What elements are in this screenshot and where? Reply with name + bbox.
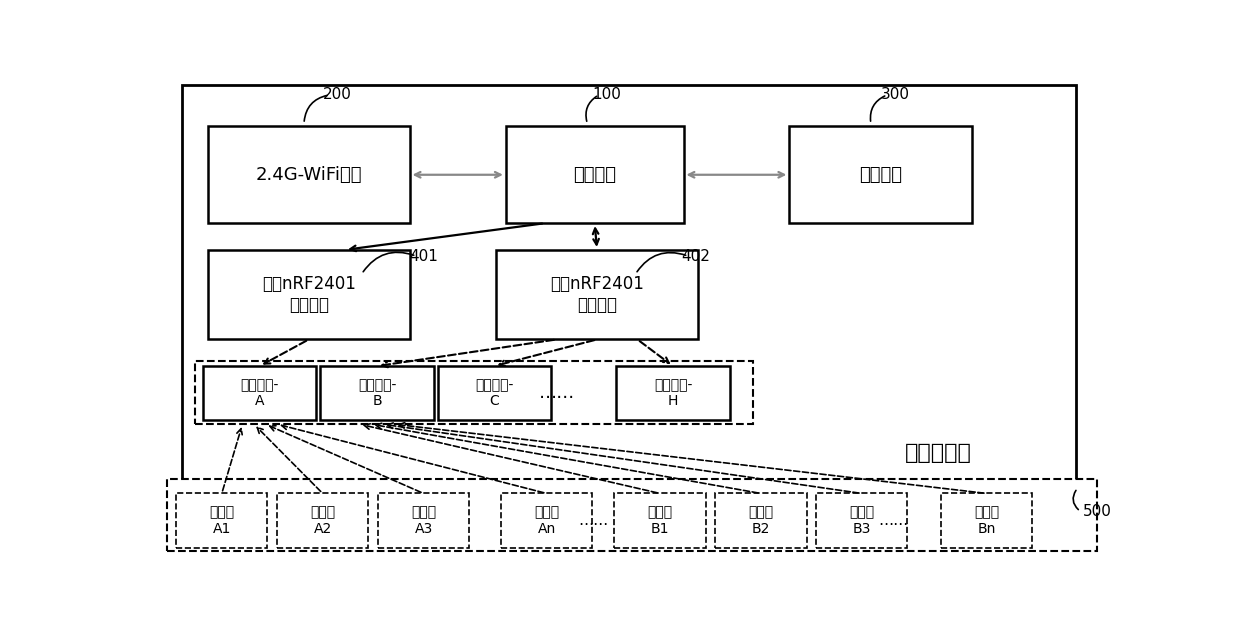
Text: ……: …… <box>578 513 609 528</box>
FancyBboxPatch shape <box>182 85 1075 489</box>
FancyBboxPatch shape <box>496 250 698 340</box>
Text: 子节点
A2: 子节点 A2 <box>310 506 335 536</box>
FancyBboxPatch shape <box>816 494 908 548</box>
FancyBboxPatch shape <box>789 126 972 223</box>
FancyBboxPatch shape <box>614 494 706 548</box>
Text: 优选信道-
A: 优选信道- A <box>241 378 279 408</box>
Text: 子节点
Bn: 子节点 Bn <box>975 506 999 536</box>
FancyBboxPatch shape <box>166 479 1096 551</box>
Text: 子节点
B3: 子节点 B3 <box>849 506 874 536</box>
Text: 300: 300 <box>880 87 910 103</box>
Text: 优选信道-
C: 优选信道- C <box>475 378 513 408</box>
Text: 子节点
A3: 子节点 A3 <box>410 506 436 536</box>
FancyBboxPatch shape <box>208 250 409 340</box>
FancyBboxPatch shape <box>378 494 469 548</box>
Text: 物联网网关: 物联网网关 <box>905 443 972 463</box>
Text: 401: 401 <box>409 248 439 264</box>
FancyBboxPatch shape <box>616 366 729 420</box>
Text: 2.4G-WiFi模块: 2.4G-WiFi模块 <box>255 166 362 184</box>
FancyBboxPatch shape <box>438 366 551 420</box>
Text: 第二nRF2401
视频模块: 第二nRF2401 视频模块 <box>551 276 644 314</box>
Text: 子节点
An: 子节点 An <box>534 506 559 536</box>
FancyBboxPatch shape <box>715 494 806 548</box>
Text: 主控模块: 主控模块 <box>573 166 616 184</box>
Text: 402: 402 <box>682 248 711 264</box>
Text: 子节点
A1: 子节点 A1 <box>210 506 234 536</box>
Text: 优选信道-
H: 优选信道- H <box>653 378 692 408</box>
Text: ……: …… <box>878 513 908 528</box>
Text: 第一nRF2401
视频模块: 第一nRF2401 视频模块 <box>262 276 356 314</box>
Text: 存储模块: 存储模块 <box>859 166 901 184</box>
FancyBboxPatch shape <box>506 126 683 223</box>
FancyBboxPatch shape <box>196 361 753 424</box>
FancyBboxPatch shape <box>203 366 316 420</box>
FancyBboxPatch shape <box>320 366 434 420</box>
Text: ……: …… <box>538 384 575 402</box>
Text: 100: 100 <box>593 87 621 103</box>
FancyBboxPatch shape <box>501 494 593 548</box>
Text: 子节点
B1: 子节点 B1 <box>647 506 672 536</box>
Text: 优选信道-
B: 优选信道- B <box>358 378 396 408</box>
FancyBboxPatch shape <box>208 126 409 223</box>
Text: 500: 500 <box>1084 504 1112 519</box>
Text: 200: 200 <box>324 87 352 103</box>
FancyBboxPatch shape <box>941 494 1033 548</box>
FancyBboxPatch shape <box>176 494 268 548</box>
Text: 子节点
B2: 子节点 B2 <box>749 506 774 536</box>
FancyBboxPatch shape <box>277 494 368 548</box>
